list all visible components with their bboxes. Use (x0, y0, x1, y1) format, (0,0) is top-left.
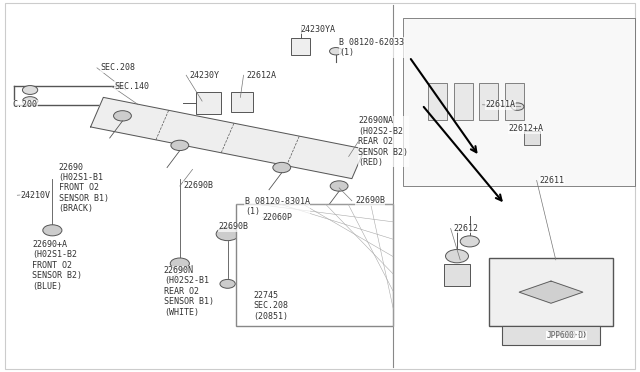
Bar (444, 263, 470, 286)
Text: 22060P: 22060P (262, 213, 292, 222)
Bar (231, 92, 253, 112)
Text: 22690B: 22690B (218, 222, 248, 231)
Circle shape (248, 300, 264, 309)
Text: 22690NA
(H02S2-B2
REAR O2
SENSOR B2)
(RED): 22690NA (H02S2-B2 REAR O2 SENSOR B2) (RE… (358, 116, 408, 167)
Text: 22612: 22612 (454, 224, 479, 233)
Circle shape (330, 181, 348, 191)
Text: 22690B: 22690B (355, 196, 385, 205)
Bar (524, 131, 540, 145)
Text: 22745
SEC.208
(20851): 22745 SEC.208 (20851) (253, 291, 288, 321)
Bar (489, 258, 613, 326)
Circle shape (220, 279, 236, 288)
Polygon shape (91, 97, 365, 179)
Text: SEC.208: SEC.208 (100, 63, 135, 72)
Bar (196, 92, 221, 114)
Bar (291, 38, 310, 55)
Bar (505, 83, 524, 119)
Circle shape (364, 285, 379, 294)
Text: JPP600·D: JPP600·D (546, 331, 583, 340)
Circle shape (113, 111, 131, 121)
Circle shape (511, 103, 524, 110)
Text: 22690+A
(H02S1-B2
FRONT O2
SENSOR B2)
(BLUE): 22690+A (H02S1-B2 FRONT O2 SENSOR B2) (B… (32, 240, 82, 291)
Circle shape (273, 162, 291, 173)
Text: JPP600·D: JPP600·D (546, 331, 586, 340)
Circle shape (216, 227, 239, 241)
Polygon shape (519, 281, 583, 303)
Circle shape (43, 225, 62, 236)
Circle shape (170, 258, 189, 269)
Bar (454, 83, 473, 119)
Bar (236, 205, 394, 326)
Circle shape (445, 250, 468, 263)
Text: 22690B: 22690B (183, 182, 213, 190)
Circle shape (248, 218, 264, 227)
Circle shape (22, 86, 38, 94)
Text: SEC.140: SEC.140 (115, 82, 150, 91)
Bar (502, 326, 600, 345)
Circle shape (460, 236, 479, 247)
Text: C.200: C.200 (13, 100, 38, 109)
Bar (403, 18, 636, 186)
Text: 22690
(H02S1-B1
FRONT O2
SENSOR B1)
(BRACK): 22690 (H02S1-B1 FRONT O2 SENSOR B1) (BRA… (59, 163, 109, 213)
Text: 22612+A: 22612+A (508, 124, 543, 133)
Text: 22611A: 22611A (486, 100, 516, 109)
Text: 22690N
(H02S2-B1
REAR O2
SENSOR B1)
(WHITE): 22690N (H02S2-B1 REAR O2 SENSOR B1) (WHI… (164, 266, 214, 317)
Circle shape (22, 97, 38, 106)
Circle shape (171, 140, 189, 151)
Bar (428, 83, 447, 119)
Circle shape (330, 48, 342, 55)
Text: 22612A: 22612A (246, 71, 276, 80)
Bar (479, 83, 499, 119)
Text: 24230YA: 24230YA (301, 25, 336, 33)
Text: 24210V: 24210V (20, 191, 51, 200)
Text: 22611: 22611 (540, 176, 565, 185)
Text: B 08120-62033
(1): B 08120-62033 (1) (339, 38, 404, 57)
Text: 24230Y: 24230Y (189, 71, 220, 80)
Text: B 08120-8301A
(1): B 08120-8301A (1) (245, 197, 310, 216)
